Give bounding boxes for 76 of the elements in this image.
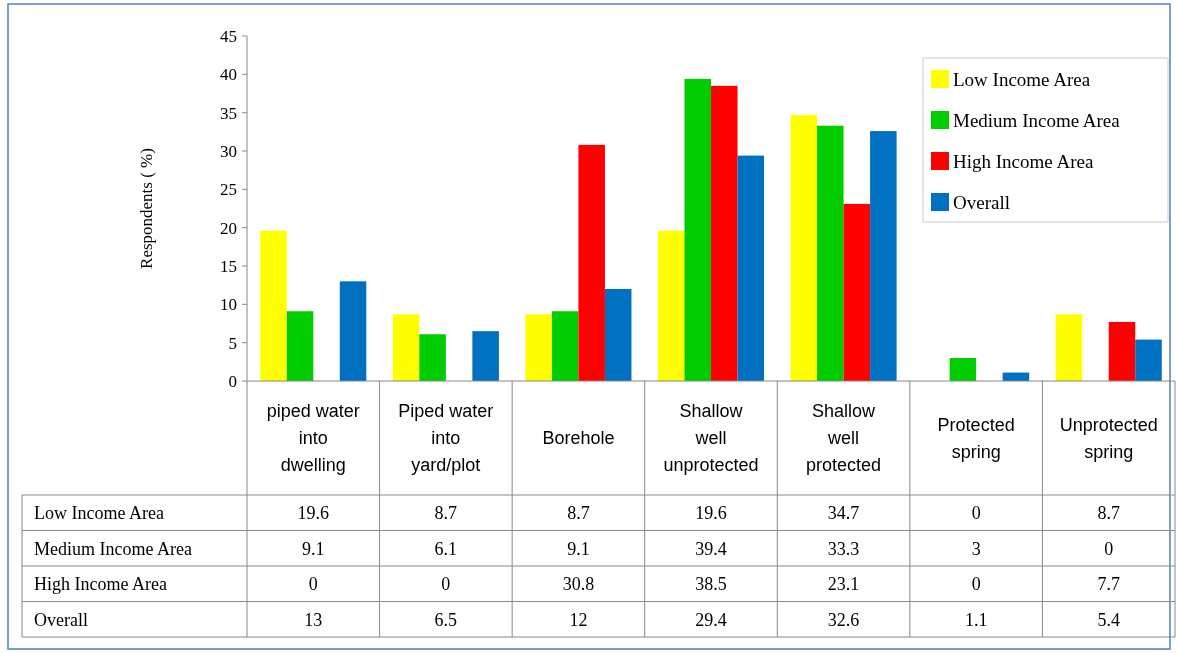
text: Medium Income Area <box>34 538 192 559</box>
data-label: 38.5 <box>695 574 727 595</box>
data-label: 23.1 <box>827 574 860 595</box>
legend-label: Low Income Area <box>953 68 1091 90</box>
y-tick-label: 0 <box>228 371 237 391</box>
data-label: 6.1 <box>434 538 458 559</box>
bar <box>604 289 632 381</box>
y-tick-label: 35 <box>220 103 237 123</box>
data-label: 39.4 <box>695 538 727 559</box>
y-tick-label: 30 <box>220 141 237 161</box>
data-label: 0 <box>441 574 451 595</box>
x-tick-label: Borehole <box>542 428 615 449</box>
bar <box>551 311 579 381</box>
bar <box>1135 339 1162 381</box>
y-tick-label: 25 <box>220 180 237 200</box>
data-label: 0 <box>308 574 318 595</box>
data-label: 8.7 <box>434 503 458 524</box>
x-tick-label: Shallow well unprotected <box>663 401 759 476</box>
bar <box>790 114 818 381</box>
y-tick-label: 5 <box>228 333 237 353</box>
legend-label: Overall <box>953 191 1010 213</box>
data-label: 1.1 <box>964 609 988 630</box>
data-label: 33.3 <box>827 538 860 559</box>
data-label: 9.1 <box>567 538 590 559</box>
bar <box>870 131 897 381</box>
y-tick-label: 40 <box>220 65 237 85</box>
data-label: 32.6 <box>827 609 860 630</box>
data-label: 0 <box>971 574 981 595</box>
bar <box>949 358 977 381</box>
legend-label: Medium Income Area <box>953 109 1121 131</box>
bar <box>286 311 314 381</box>
y-tick-label: 45 <box>220 26 237 46</box>
bar <box>392 314 420 381</box>
data-label: 29.4 <box>695 609 727 630</box>
data-label: 3 <box>971 538 981 559</box>
bar <box>657 230 685 381</box>
y-tick-label: 10 <box>220 295 237 315</box>
bar <box>260 230 287 381</box>
x-tick-label: Shallow well protected <box>806 401 882 476</box>
data-label: 8.7 <box>1097 503 1120 524</box>
bar <box>711 85 738 381</box>
bar <box>1108 321 1136 381</box>
x-tick-label: piped water into dwelling <box>266 401 360 476</box>
legend-label: High Income Area <box>953 150 1094 172</box>
data-label: 0 <box>971 503 981 524</box>
x-tick-label: Piped water into yard/plot <box>398 401 494 476</box>
bar <box>525 314 552 381</box>
data-label: 7.7 <box>1097 574 1120 595</box>
bar <box>1055 314 1083 381</box>
text: Overall <box>34 609 88 630</box>
bar <box>339 281 367 381</box>
y-axis-title: Respondents ( %) <box>137 148 156 269</box>
data-label: 12 <box>569 609 588 630</box>
y-tick-label: 15 <box>220 256 237 276</box>
bar <box>737 155 765 381</box>
data-label: 30.8 <box>562 574 595 595</box>
bar <box>817 125 844 381</box>
data-label: 8.7 <box>567 503 590 524</box>
data-label: 9.1 <box>302 538 325 559</box>
data-label: 6.5 <box>434 609 458 630</box>
bar <box>684 78 711 381</box>
y-tick-label: 20 <box>220 218 237 238</box>
data-label: 34.7 <box>827 503 860 524</box>
data-label: 5.4 <box>1097 609 1120 630</box>
data-label: 0 <box>1104 538 1114 559</box>
text: Low Income Area <box>34 503 164 524</box>
x-tick-label: Protected spring <box>937 414 1015 462</box>
text: High Income Area <box>34 574 167 595</box>
data-label: 19.6 <box>695 503 727 524</box>
data-label: 19.6 <box>297 503 330 524</box>
bar <box>843 203 871 381</box>
bar <box>578 144 605 381</box>
bar <box>419 334 446 381</box>
bar <box>472 331 499 381</box>
data-label: 13 <box>304 609 323 630</box>
x-tick-label: Unprotected spring <box>1059 414 1158 462</box>
